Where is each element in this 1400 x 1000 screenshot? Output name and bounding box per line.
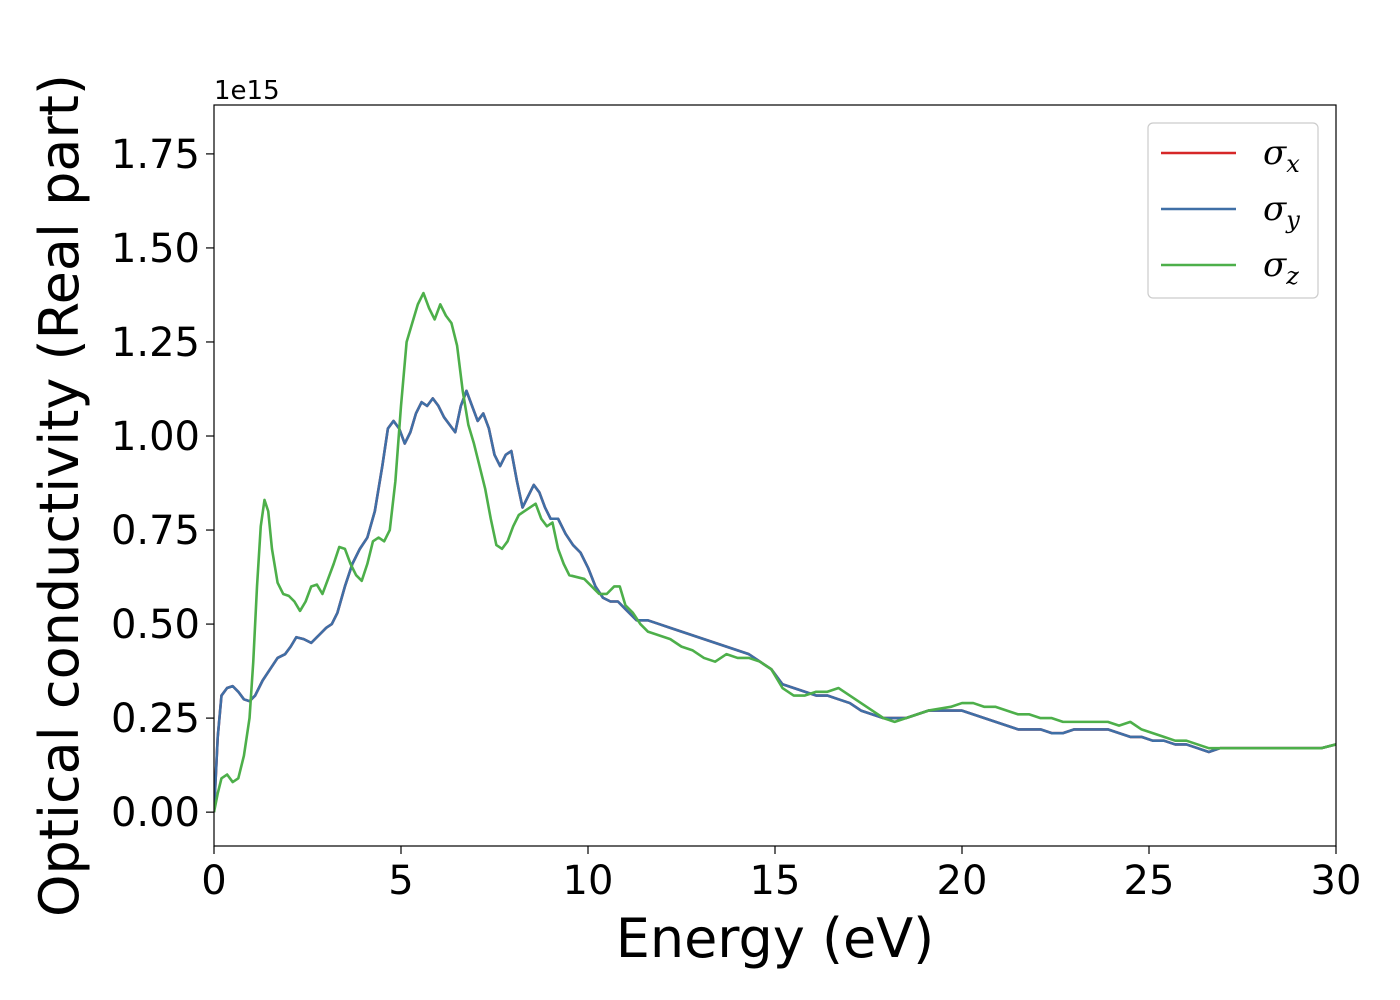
y-axis-title: Optical conductivity (Real part) <box>28 74 91 917</box>
legend-box <box>1147 122 1319 299</box>
y-tick-label: 0.00 <box>111 790 200 836</box>
x-tick-label: 25 <box>1124 858 1175 904</box>
y-tick-label: 0.25 <box>111 696 200 742</box>
y-tick-label: 1.50 <box>111 226 200 272</box>
legend-label-sigma-x: σx <box>1263 133 1300 178</box>
x-tick-label: 20 <box>937 858 988 904</box>
legend-label-sigma-z: σz <box>1263 245 1299 290</box>
y-tick-label: 1.75 <box>111 132 200 178</box>
legend-label-sigma-y: σy <box>1263 189 1300 234</box>
x-tick-label: 30 <box>1311 858 1362 904</box>
x-axis-title: Energy (eV) <box>616 907 935 970</box>
y-tick-label: 1.00 <box>111 414 200 460</box>
y-tick-label: 1.25 <box>111 320 200 366</box>
x-axis-ticks: 0 5 10 15 20 25 30 <box>201 846 1361 904</box>
x-tick-label: 0 <box>201 858 226 904</box>
legend: σx σy σz <box>1147 122 1319 299</box>
series-lines <box>214 291 1336 813</box>
x-tick-label: 15 <box>750 858 801 904</box>
x-tick-label: 5 <box>388 858 413 904</box>
y-axis-ticks: 0.00 0.25 0.50 0.75 1.00 1.25 1.50 1.75 <box>111 132 214 836</box>
y-tick-label: 0.50 <box>111 602 200 648</box>
y-axis-offset-label: 1e15 <box>214 76 280 106</box>
x-tick-label: 10 <box>563 858 614 904</box>
series-line-sigma-y <box>214 389 1336 813</box>
series-line-sigma-z <box>214 291 1336 813</box>
y-tick-label: 0.75 <box>111 508 200 554</box>
